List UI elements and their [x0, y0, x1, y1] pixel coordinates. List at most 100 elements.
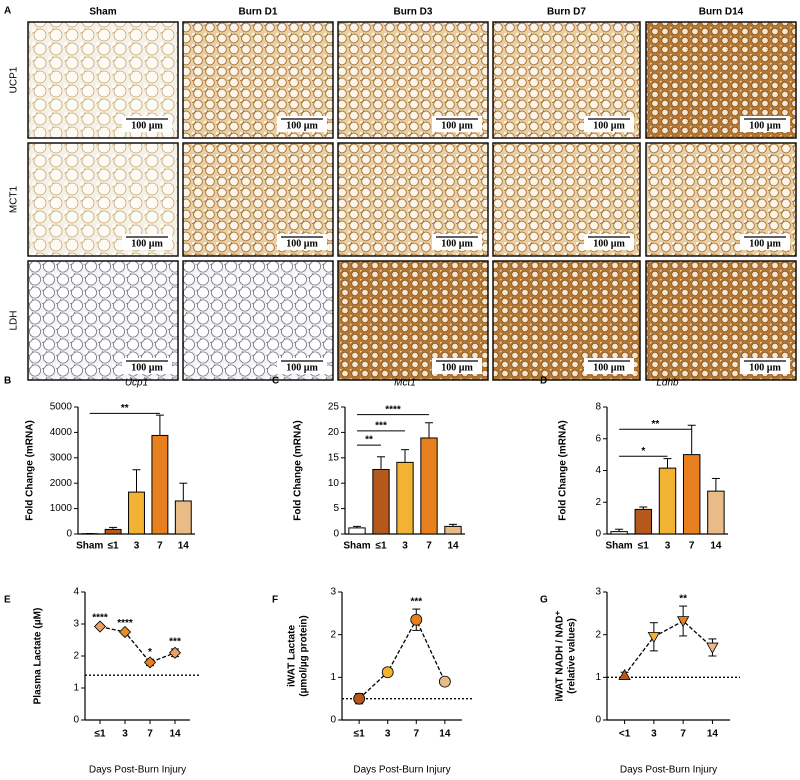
- chart-title: Ldhb: [656, 378, 679, 389]
- y-tick-label: 3: [330, 587, 336, 598]
- column-header: Burn D7: [547, 7, 586, 18]
- column-header: Burn D14: [699, 7, 744, 18]
- panel-label: A: [4, 6, 11, 17]
- x-tick-label: 14: [447, 541, 459, 552]
- line: [358, 618, 446, 700]
- scale-bar-label: 100 µm: [749, 120, 781, 131]
- panel-label: F: [272, 595, 278, 606]
- significance-label: **: [121, 403, 129, 414]
- scale-bar-label: 100 µm: [441, 120, 473, 131]
- point: [168, 646, 182, 659]
- y-axis-title: Fold Change (mRNA): [558, 420, 569, 521]
- scale-bar-box: [432, 116, 482, 132]
- scale-bar-box: [584, 358, 634, 374]
- y-tick-label: 3: [73, 619, 79, 630]
- x-tick-label: ≤1: [375, 541, 386, 552]
- significance-label: ****: [385, 404, 401, 415]
- y-axis-title: Fold Change (mRNA): [293, 420, 304, 521]
- panel-label: D: [540, 376, 547, 387]
- y-tick-label: 2000: [50, 478, 73, 489]
- point: [706, 642, 719, 654]
- bar: [682, 454, 701, 535]
- point: [676, 616, 690, 628]
- point: [353, 692, 366, 705]
- line: [99, 625, 176, 664]
- significance-label: *: [148, 647, 152, 658]
- x-tick-label: ≤1: [108, 541, 119, 552]
- y-tick-label: 1: [73, 683, 79, 694]
- scale-bar-label: 100 µm: [593, 362, 625, 373]
- x-tick-label: 3: [122, 729, 128, 740]
- y-tick-label: 4000: [50, 427, 73, 438]
- point: [381, 666, 394, 679]
- scale-bar-label: 100 µm: [593, 120, 625, 131]
- y-tick-label: 3000: [50, 452, 73, 463]
- y-tick-label: 4: [595, 465, 601, 476]
- scale-bar-label: 100 µm: [131, 362, 163, 373]
- point: [143, 656, 157, 669]
- y-tick-label: 3: [595, 587, 601, 598]
- scale-bar-box: [740, 234, 790, 250]
- bar: [128, 491, 145, 535]
- x-tick-label: 7: [680, 729, 686, 740]
- x-tick-label: 7: [689, 541, 695, 552]
- scale-bar-label: 100 µm: [441, 238, 473, 249]
- scale-bar-box: [277, 358, 327, 374]
- x-axis-title: Days Post-Burn Injury: [89, 765, 186, 776]
- scale-bar-label: 100 µm: [286, 120, 318, 131]
- x-tick-label: 3: [134, 541, 140, 552]
- y-tick-label: 5: [333, 503, 339, 514]
- y-tick-label: 0: [595, 715, 601, 726]
- y-tick-label: 1: [330, 672, 336, 683]
- panel-label: E: [4, 595, 11, 606]
- row-label: UCP1: [9, 66, 20, 93]
- x-tick-label: 14: [178, 541, 190, 552]
- scale-bar-box: [432, 234, 482, 250]
- y-tick-label: 8: [595, 402, 601, 413]
- y-axis-title: iWAT NADH / NAD⁺: [555, 610, 566, 701]
- scale-bar-box: [584, 116, 634, 132]
- significance-label: ***: [410, 597, 422, 608]
- point: [618, 668, 631, 680]
- x-tick-label: ≤1: [638, 541, 649, 552]
- y-tick-label: 0: [333, 529, 339, 540]
- column-header: Burn D3: [394, 7, 433, 18]
- bar: [372, 468, 390, 535]
- scale-bar-label: 100 µm: [593, 238, 625, 249]
- bar: [658, 467, 677, 535]
- bar: [444, 525, 462, 535]
- point: [93, 620, 107, 633]
- significance-label: **: [365, 435, 373, 446]
- x-tick-label: 3: [385, 729, 391, 740]
- y-axis-title: (µmol/µg protein): [299, 615, 310, 697]
- y-tick-label: 4: [73, 587, 79, 598]
- y-tick-label: 2: [330, 629, 336, 640]
- scale-bar-box: [584, 234, 634, 250]
- bar: [610, 531, 628, 535]
- bar: [396, 461, 414, 535]
- bar: [104, 528, 122, 535]
- scale-bar-box: [122, 116, 172, 132]
- y-axis-title: Plasma Lactate (μM): [33, 608, 44, 705]
- y-axis-title: iWAT Lactate: [287, 625, 298, 687]
- bar: [348, 527, 366, 535]
- y-tick-label: 0: [73, 715, 79, 726]
- scale-bar-label: 100 µm: [131, 238, 163, 249]
- scale-bar-box: [277, 116, 327, 132]
- x-tick-label: 14: [707, 729, 719, 740]
- point: [438, 675, 451, 688]
- y-axis-title: (relative values): [567, 618, 578, 694]
- x-tick-label: 14: [439, 729, 451, 740]
- x-axis-title: Days Post-Burn Injury: [620, 765, 717, 776]
- scale-bar-label: 100 µm: [441, 362, 473, 373]
- y-tick-label: 1: [595, 672, 601, 683]
- panel-label: C: [272, 376, 279, 387]
- x-tick-label: 3: [665, 541, 671, 552]
- x-tick-label: 7: [414, 729, 420, 740]
- significance-label: **: [679, 594, 687, 605]
- line: [624, 620, 713, 676]
- scale-bar-box: [122, 358, 172, 374]
- scale-bar-label: 100 µm: [749, 238, 781, 249]
- y-tick-label: 0: [595, 529, 601, 540]
